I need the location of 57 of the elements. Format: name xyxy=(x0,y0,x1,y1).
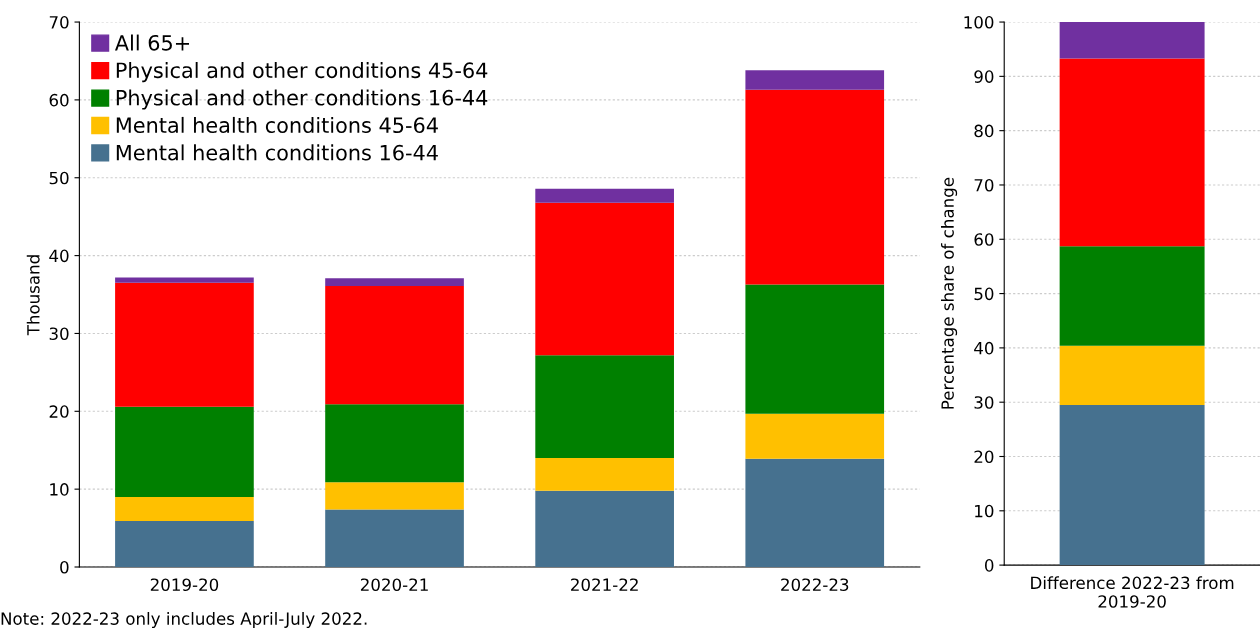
bar xyxy=(745,89,885,285)
bar xyxy=(745,70,885,90)
bar xyxy=(745,284,885,414)
bar xyxy=(325,482,464,510)
y-tick-label: 10 xyxy=(975,504,994,518)
y-tick-label: 40 xyxy=(974,341,994,355)
bar xyxy=(115,277,254,283)
y-tick-label: 60 xyxy=(49,93,69,107)
y-tick-label: 50 xyxy=(974,287,994,301)
y-axis-title: Thousand xyxy=(26,255,40,336)
x-tick-label: 2022-23 xyxy=(781,578,849,592)
bar xyxy=(325,278,464,286)
x-tick-label: 2019-20 xyxy=(150,578,219,592)
bar xyxy=(325,404,464,483)
y-tick-label: 30 xyxy=(49,327,69,341)
bar xyxy=(535,355,674,459)
bar xyxy=(115,521,254,567)
bar xyxy=(325,509,464,567)
x-tick-label: 2020-21 xyxy=(360,578,428,592)
y-tick-label: 100 xyxy=(964,16,994,29)
bar xyxy=(325,285,464,405)
bar xyxy=(115,496,254,522)
y-tick-label: 30 xyxy=(974,396,994,409)
x-tick-label: 2021-22 xyxy=(571,578,638,592)
bar xyxy=(1059,22,1205,59)
y-tick-label: 80 xyxy=(974,124,994,138)
bar xyxy=(1059,58,1205,247)
y-axis-title: Percentage share of change xyxy=(941,177,958,409)
y-tick-label: 0 xyxy=(984,559,994,572)
bar xyxy=(535,188,674,203)
legend-label: Physical and other conditions 45-64 xyxy=(116,62,488,83)
bar xyxy=(115,282,254,407)
y-tick-label: 90 xyxy=(974,70,994,83)
legend-label: Mental health conditions 16-44 xyxy=(116,144,438,161)
y-tick-label: 60 xyxy=(974,233,994,246)
bar xyxy=(1059,404,1205,566)
y-tick-label: 0 xyxy=(60,560,69,574)
text: Note: 2022-23 only includes April-July 2022. xyxy=(1,611,367,629)
bar xyxy=(535,490,674,567)
legend-label: All 65+ xyxy=(114,34,189,51)
legend-label: Mental health conditions 45-64 xyxy=(116,116,438,134)
y-tick-label: 10 xyxy=(50,483,69,496)
y-tick-label: 70 xyxy=(974,178,994,192)
y-tick-label: 20 xyxy=(974,450,994,464)
bar xyxy=(1059,345,1205,405)
legend-label: Physical and other conditions 16-44 xyxy=(116,89,488,110)
y-tick-label: 50 xyxy=(49,171,69,185)
bar xyxy=(535,458,674,491)
bar xyxy=(115,406,254,497)
y-tick-label: 40 xyxy=(49,249,69,263)
bar xyxy=(745,458,885,567)
y-tick-label: 70 xyxy=(49,16,69,29)
bar xyxy=(1059,246,1205,346)
bar xyxy=(745,413,885,459)
bar xyxy=(535,202,674,356)
x-tick-label: Difference 2022-23 from 2019-20 xyxy=(1031,576,1234,608)
y-tick-label: 20 xyxy=(49,405,69,418)
